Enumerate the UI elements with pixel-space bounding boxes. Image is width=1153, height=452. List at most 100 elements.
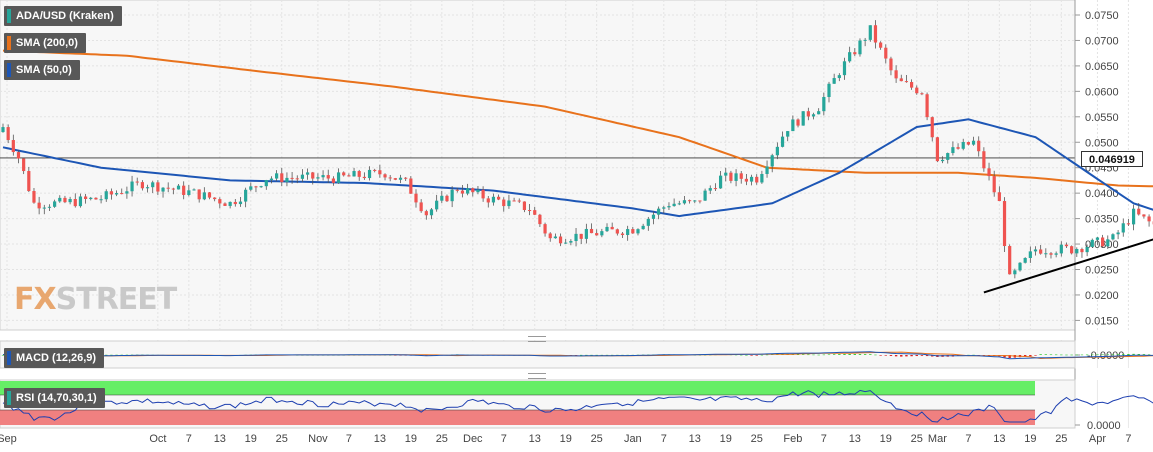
candle-body: [987, 168, 991, 177]
candle-body: [507, 200, 511, 207]
legend-macd-label: MACD (12,26,9): [16, 352, 97, 364]
macd-histogram-bar: [1039, 354, 1042, 355]
candle-body: [336, 172, 341, 183]
candle-body: [352, 171, 356, 177]
candle: [419, 199, 423, 213]
macd-histogram-bar: [740, 354, 743, 356]
candle: [460, 184, 465, 198]
macd-histogram-bar: [110, 354, 113, 356]
candle-body: [6, 127, 10, 141]
candle-body: [424, 211, 428, 216]
macd-histogram-bar: [812, 354, 815, 356]
candle: [982, 147, 986, 172]
legend-rsi[interactable]: RSI (14,70,30,1): [4, 388, 105, 408]
candle-body: [476, 189, 480, 193]
candle: [249, 182, 253, 192]
macd-histogram-bar: [838, 354, 841, 355]
candle-body: [89, 197, 93, 199]
candle: [73, 193, 77, 208]
macd-histogram-bar: [1023, 355, 1027, 357]
macd-histogram-bar: [1, 354, 5, 356]
fxstreet-watermark: FXSTREET: [14, 282, 178, 317]
macd-histogram-bar: [807, 354, 810, 356]
legend-sma200[interactable]: SMA (200,0): [4, 33, 86, 53]
candle-body: [264, 180, 268, 187]
legend-sma50[interactable]: SMA (50,0): [4, 60, 80, 80]
candle: [868, 25, 872, 42]
macd-histogram-bar: [1096, 354, 1099, 356]
candle-body: [285, 177, 289, 183]
candle-body: [1111, 234, 1115, 240]
candle-body: [280, 173, 284, 183]
candle: [811, 112, 816, 120]
candle-body: [951, 147, 955, 154]
candle: [336, 168, 341, 184]
candle-body: [589, 228, 594, 234]
candle-body: [935, 137, 940, 162]
candle-body: [466, 188, 470, 194]
candle: [780, 131, 785, 148]
candle-body: [1064, 244, 1069, 247]
candle: [579, 233, 583, 245]
candle-body: [176, 185, 181, 190]
candle: [894, 65, 898, 83]
macd-histogram-bar: [894, 355, 898, 357]
candle-body: [822, 96, 826, 112]
candle-body: [445, 195, 449, 202]
candle: [615, 228, 619, 236]
legend-symbol[interactable]: ADA/USD (Kraken): [4, 6, 122, 26]
legend-macd[interactable]: MACD (12,26,9): [4, 348, 105, 368]
candle: [589, 223, 594, 234]
candle: [512, 197, 516, 202]
candle-body: [791, 119, 795, 132]
candle: [497, 194, 501, 201]
x-tick-label: 25: [436, 433, 448, 445]
candle: [305, 168, 310, 180]
legend-sma200-label: SMA (200,0): [16, 37, 78, 49]
macd-histogram-bar: [1065, 354, 1068, 356]
candle: [517, 198, 521, 204]
macd-histogram-bar: [1003, 355, 1006, 358]
watermark-part2: STREET: [55, 282, 178, 317]
macd-histogram-bar: [853, 354, 857, 355]
x-tick-label: 13: [214, 433, 226, 445]
candle: [481, 186, 485, 202]
candle-body: [977, 140, 981, 152]
candle-body: [522, 201, 527, 211]
panel-resize-handle-macd[interactable]: [528, 336, 546, 342]
macd-histogram-bar: [1116, 354, 1120, 355]
candle-body: [786, 131, 790, 137]
main-grid: [0, 0, 1129, 428]
macd-histogram-bar: [848, 353, 851, 355]
candle: [68, 196, 72, 205]
macd-histogram-bar: [1080, 354, 1084, 356]
candle-body: [497, 196, 501, 200]
candle-body: [579, 233, 583, 239]
candle-body: [569, 241, 573, 243]
candle-body: [151, 182, 155, 188]
candle: [1023, 257, 1027, 264]
panel-resize-handle-rsi[interactable]: [528, 373, 546, 379]
candle: [796, 118, 800, 128]
x-tick-label: 7: [821, 433, 827, 445]
candle-body: [228, 201, 232, 206]
candle: [331, 176, 335, 186]
candle-body: [553, 236, 557, 239]
candle: [259, 185, 263, 188]
candle: [662, 205, 666, 214]
candle-body: [946, 153, 950, 160]
candle: [987, 162, 991, 181]
candle: [466, 183, 470, 196]
candle: [424, 209, 428, 220]
candle: [837, 73, 841, 82]
candle: [1101, 234, 1105, 248]
candle-body: [574, 233, 578, 242]
candle-body: [956, 147, 960, 149]
candle-body: [300, 174, 305, 179]
x-tick-label: 13: [374, 433, 386, 445]
candle-body: [171, 188, 175, 190]
candle: [429, 207, 434, 220]
candle-body: [853, 52, 857, 55]
candle: [1, 123, 5, 133]
